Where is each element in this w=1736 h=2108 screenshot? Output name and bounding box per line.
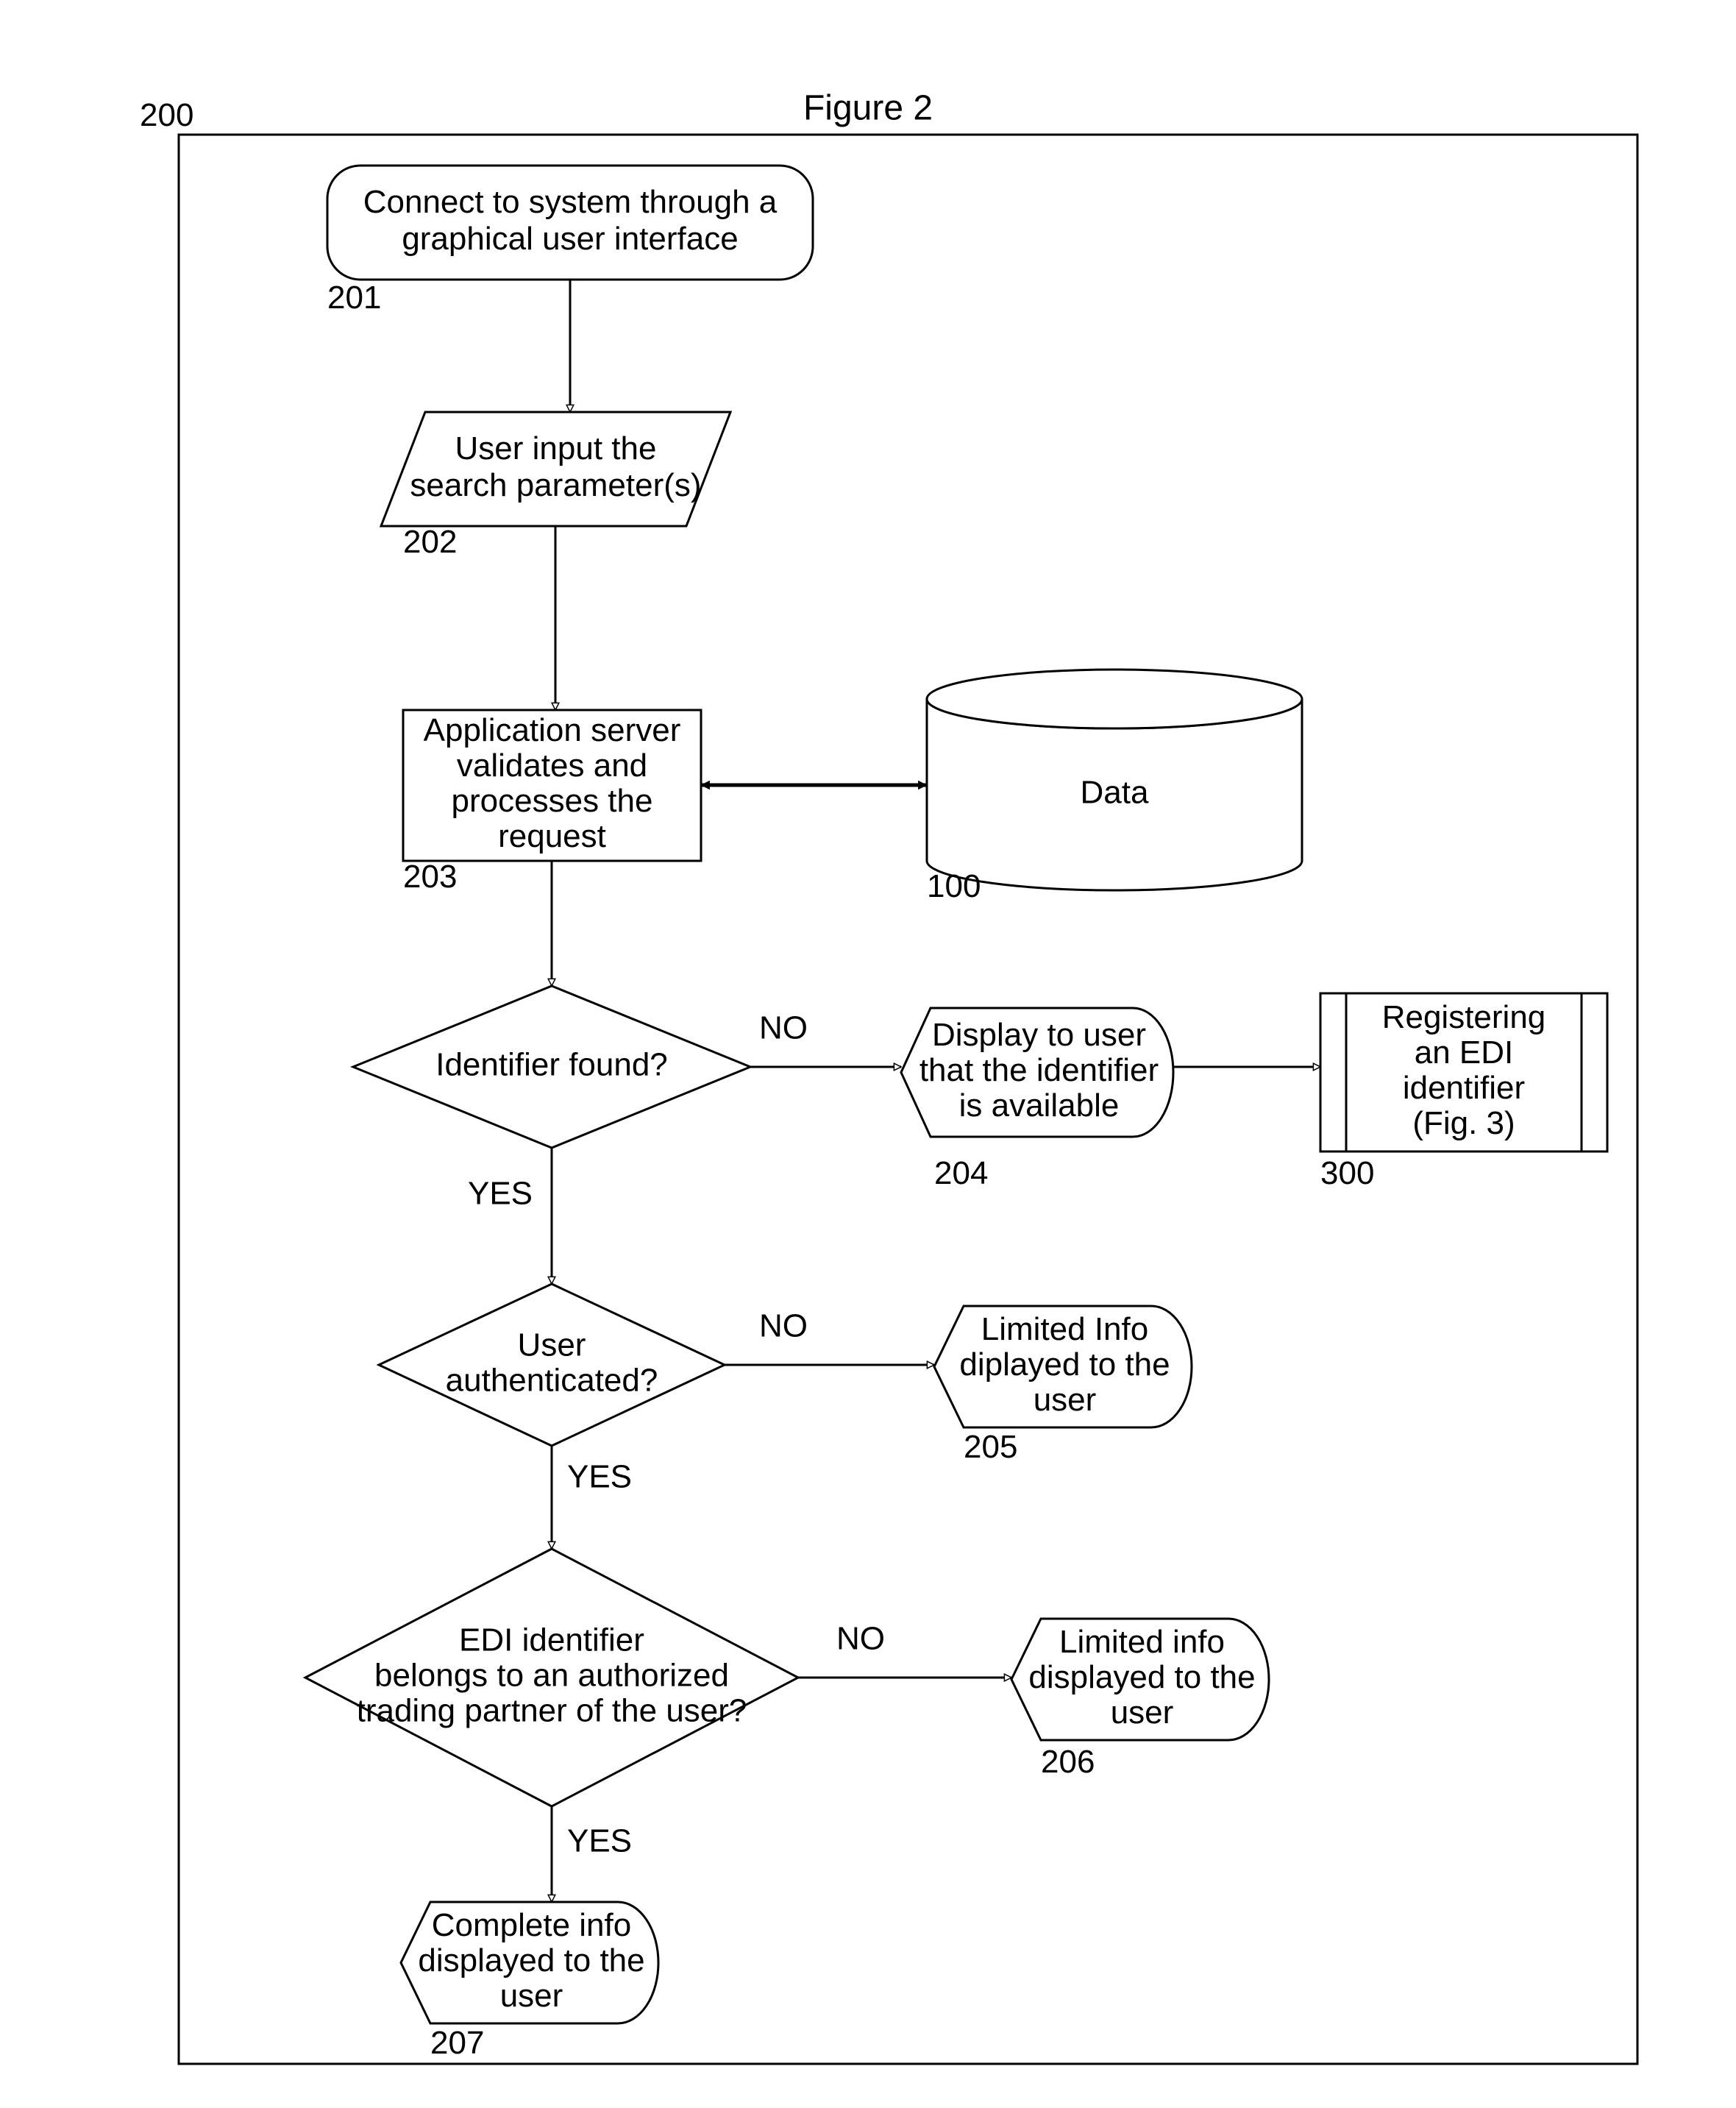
svg-text:204: 204: [934, 1155, 988, 1191]
svg-text:201: 201: [327, 280, 381, 316]
svg-text:100: 100: [927, 868, 981, 904]
svg-text:an EDI: an EDI: [1415, 1035, 1514, 1071]
svg-text:Display to user: Display to user: [932, 1017, 1146, 1053]
svg-text:user: user: [1111, 1694, 1174, 1731]
flowchart-canvas: Figure 2 200 NO YES NO YES NO YES Connect to sys…: [0, 0, 1736, 2108]
svg-text:Registering: Registering: [1382, 999, 1546, 1035]
svg-text:Figure 2: Figure 2: [803, 89, 933, 128]
svg-text:Limited Info: Limited Info: [981, 1311, 1148, 1347]
svg-text:trading partner of the user?: trading partner of the user?: [357, 1693, 747, 1729]
svg-text:206: 206: [1041, 1744, 1095, 1780]
svg-text:NO: NO: [759, 1308, 808, 1344]
svg-text:Limited info: Limited info: [1059, 1624, 1225, 1660]
svg-text:205: 205: [964, 1429, 1017, 1465]
svg-text:diplayed to the: diplayed to the: [959, 1346, 1170, 1383]
svg-text:Identifier found?: Identifier found?: [435, 1047, 668, 1083]
svg-text:processes the: processes the: [452, 783, 653, 819]
svg-text:that the identifier: that the identifier: [919, 1052, 1159, 1088]
svg-text:user: user: [500, 1978, 563, 2014]
svg-text:User: User: [518, 1327, 586, 1363]
svg-text:validates and: validates and: [457, 748, 647, 784]
svg-text:is available: is available: [959, 1087, 1120, 1124]
svg-text:Complete info: Complete info: [432, 1907, 631, 1943]
svg-text:displayed to the: displayed to the: [1028, 1659, 1255, 1695]
svg-text:EDI identifier: EDI identifier: [459, 1622, 644, 1658]
svg-text:Connect to system through a: Connect to system through a: [363, 184, 778, 220]
svg-text:Application server: Application server: [424, 712, 681, 748]
svg-text:YES: YES: [567, 1823, 632, 1859]
svg-text:200: 200: [140, 97, 193, 133]
svg-text:search parameter(s): search parameter(s): [410, 467, 701, 503]
svg-text:202: 202: [403, 524, 457, 560]
svg-text:authenticated?: authenticated?: [446, 1363, 658, 1399]
svg-text:203: 203: [403, 859, 457, 895]
svg-text:NO: NO: [759, 1010, 808, 1046]
svg-text:YES: YES: [468, 1176, 533, 1212]
svg-text:graphical user interface: graphical user interface: [402, 221, 738, 257]
svg-text:belongs to an authorized: belongs to an authorized: [374, 1658, 729, 1694]
svg-text:identifier: identifier: [1403, 1070, 1525, 1106]
svg-text:User input the: User input the: [455, 430, 657, 466]
svg-text:displayed to the: displayed to the: [418, 1942, 644, 1979]
svg-text:user: user: [1034, 1382, 1097, 1418]
svg-text:207: 207: [430, 2025, 484, 2061]
svg-text:Data: Data: [1081, 775, 1149, 811]
svg-text:(Fig. 3): (Fig. 3): [1412, 1105, 1515, 1141]
svg-text:300: 300: [1320, 1155, 1374, 1191]
svg-text:NO: NO: [836, 1621, 885, 1657]
svg-text:YES: YES: [567, 1459, 632, 1495]
svg-text:request: request: [498, 818, 606, 854]
